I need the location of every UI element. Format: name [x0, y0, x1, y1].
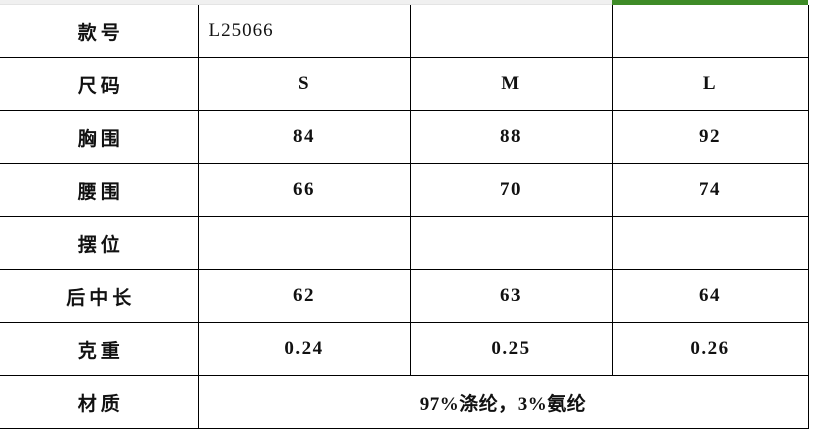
row-label-style-number: 款号: [0, 5, 199, 58]
cell-cbl-s: 62: [197, 269, 411, 323]
table-row-center-back-length: 后中长 62 63 64: [0, 269, 809, 323]
table-row-hem: 摆位: [0, 216, 809, 270]
row-label-material: 材质: [0, 375, 199, 429]
cell-waist-m: 70: [409, 163, 613, 217]
row-label-center-back-length: 后中长: [0, 269, 199, 323]
row-label-hem: 摆位: [0, 216, 199, 270]
row-label-weight: 克重: [0, 322, 199, 376]
cell-hem-s: [197, 216, 411, 270]
cell-size-m: M: [409, 57, 613, 111]
cell-bust-m: 88: [409, 110, 613, 164]
cell-style-number-blank-m: [409, 5, 613, 58]
table-row-bust: 胸围 84 88 92: [0, 110, 809, 164]
cell-weight-m: 0.25: [409, 322, 613, 376]
cell-size-l: L: [611, 57, 809, 111]
row-label-bust: 胸围: [0, 110, 199, 164]
table-row-material: 材质 97%涤纶，3%氨纶: [0, 375, 809, 429]
cell-cbl-m: 63: [409, 269, 613, 323]
cell-waist-s: 66: [197, 163, 411, 217]
cell-size-s: S: [197, 57, 411, 111]
table-row-style-number: 款号 L25066: [0, 5, 809, 58]
green-accent-bar: [612, 0, 808, 5]
cell-cbl-l: 64: [611, 269, 809, 323]
table-row-weight: 克重 0.24 0.25 0.26: [0, 322, 809, 376]
top-strip: [0, 0, 612, 5]
cell-style-number-blank-l: [611, 5, 809, 58]
cell-bust-l: 92: [611, 110, 809, 164]
cell-weight-s: 0.24: [197, 322, 411, 376]
cell-style-number-value: L25066: [197, 5, 411, 58]
row-label-size: 尺码: [0, 57, 199, 111]
cell-weight-l: 0.26: [611, 322, 809, 376]
size-spec-table: 款号 L25066 尺码 S M L 胸围 84 88 92 腰围 66 70: [0, 5, 809, 429]
cell-waist-l: 74: [611, 163, 809, 217]
table-row-size: 尺码 S M L: [0, 57, 809, 111]
cell-hem-m: [409, 216, 613, 270]
cell-bust-s: 84: [197, 110, 411, 164]
cell-hem-l: [611, 216, 809, 270]
table-row-waist: 腰围 66 70 74: [0, 163, 809, 217]
cell-material-value: 97%涤纶，3%氨纶: [197, 375, 809, 429]
row-label-waist: 腰围: [0, 163, 199, 217]
